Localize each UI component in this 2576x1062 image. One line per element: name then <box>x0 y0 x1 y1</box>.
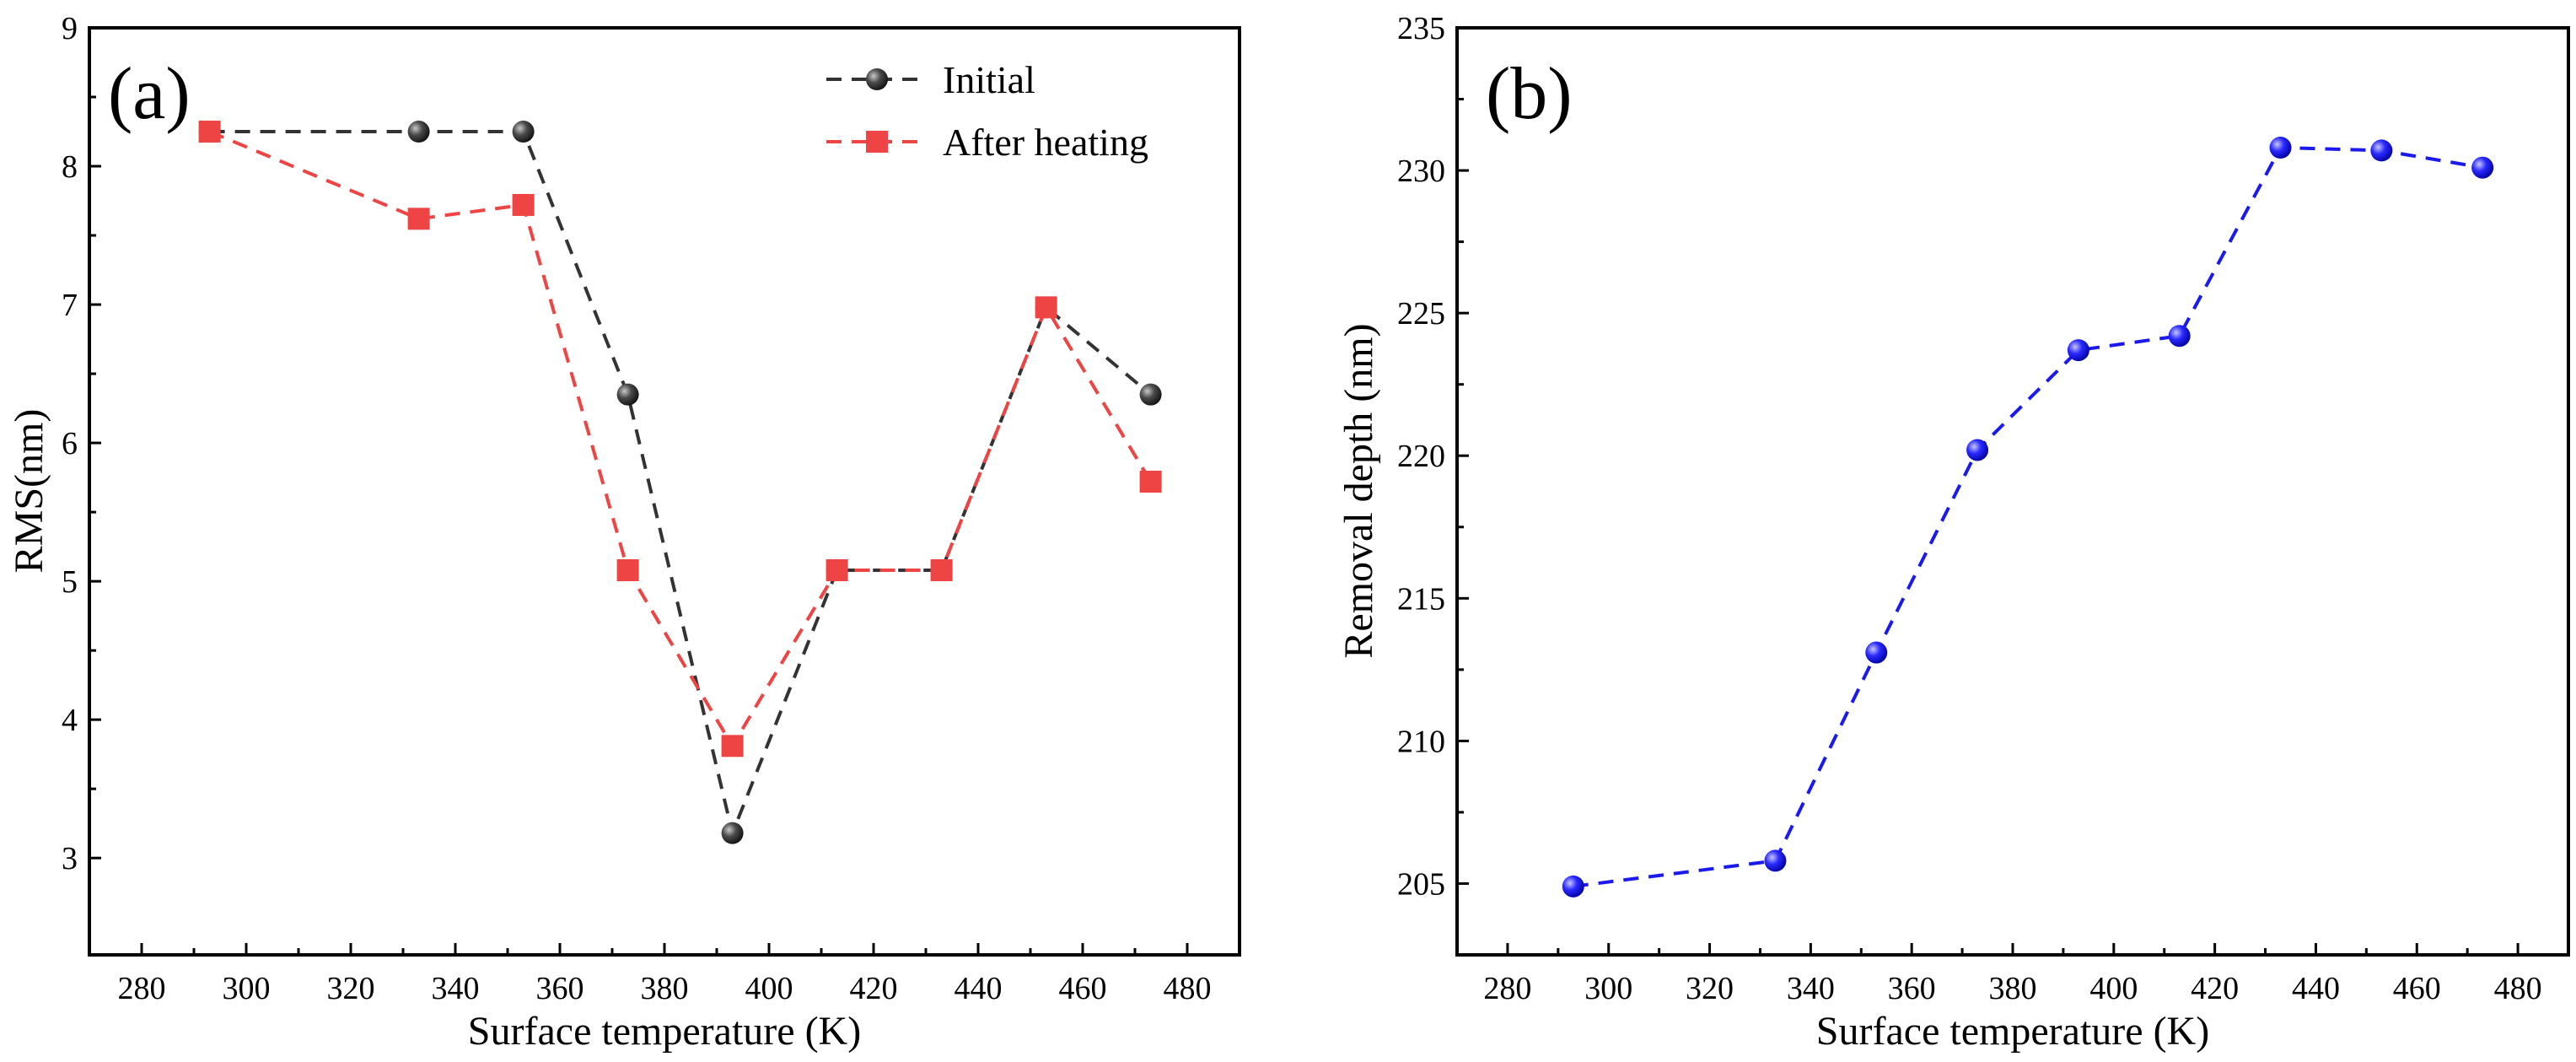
panel-b-series-0-point <box>2269 137 2292 159</box>
panel-b-series-0-point <box>1764 849 1787 872</box>
panel-a-series-1-point <box>1139 471 1162 493</box>
panel-a-series-1-point <box>930 558 953 581</box>
panel-b-x-tick-label: 340 <box>1787 971 1835 1006</box>
chart-panel-b: 280 300 320 340 360 380 400 420 440 460 480 205 210 2… <box>1336 11 2570 1054</box>
panel-b-series-0-point <box>2067 339 2089 362</box>
panel-b-x-tick-label: 400 <box>2089 971 2138 1006</box>
panel-a-x-tick-label: 300 <box>223 971 271 1006</box>
panel-a-x-tick-label: 320 <box>327 971 375 1006</box>
panel-b-series-0-point <box>1865 641 1888 664</box>
panel-a-series-1-point <box>198 121 221 143</box>
panel-a-axes: 280 300 320 340 360 380 400 420 440 460 480 3 4 5 6 7 8 9 <box>62 11 1212 1006</box>
panel-b-x-tick-label: 320 <box>1686 971 1734 1006</box>
panel-a-series-0-point <box>721 822 744 844</box>
panel-b-x-tick-label: 300 <box>1584 971 1632 1006</box>
panel-a-y-tick-label: 9 <box>62 11 78 46</box>
panel-b-plot-frame <box>1455 26 2570 957</box>
panel-b-y-axis-title: Removal depth (nm) <box>1336 323 1381 658</box>
panel-b-series-0-point <box>2168 325 2191 348</box>
panel-b-x-tick-label: 420 <box>2191 971 2239 1006</box>
panel-a-series-0-line <box>209 130 1152 839</box>
panel-a-x-tick-label: 340 <box>432 971 480 1006</box>
panel-a-x-tick-label: 360 <box>536 971 584 1006</box>
panel-b-series-0-point <box>2471 156 2494 179</box>
legend-initial-label: Initial <box>943 58 1035 101</box>
panel-a-series-1-point <box>407 208 430 230</box>
panel-a-y-tick-label: 4 <box>62 703 78 738</box>
legend-after-heating-marker <box>866 131 888 153</box>
panel-a-y-tick-label: 6 <box>62 426 78 461</box>
panel-b-y-tick-label: 225 <box>1397 296 1445 332</box>
panel-a-label: (a) <box>108 53 191 135</box>
panel-b-x-tick-label: 280 <box>1483 971 1531 1006</box>
panel-b-x-tick-label: 360 <box>1888 971 1936 1006</box>
panel-a-x-tick-label: 400 <box>745 971 793 1006</box>
panel-b-series-0-point <box>2370 139 2393 162</box>
panel-b-y-tick-label: 220 <box>1397 439 1445 474</box>
panel-b-x-tick-label: 460 <box>2393 971 2441 1006</box>
panel-a-series-0-point <box>1139 383 1162 406</box>
panel-a-series-1-point <box>1035 296 1057 319</box>
panel-a-y-tick-label: 7 <box>62 288 78 323</box>
panel-a-series <box>198 121 1162 844</box>
panel-a-x-tick-label: 480 <box>1164 971 1212 1006</box>
panel-a-series-1-point <box>721 735 744 757</box>
legend-initial-marker <box>866 68 888 90</box>
panel-a-x-tick-label: 440 <box>955 971 1003 1006</box>
panel-a-y-tick-label: 8 <box>62 149 78 185</box>
chart-panel-a: 280 300 320 340 360 380 400 420 440 460 480 3 4 5 6 7 8 9… <box>7 11 1241 1054</box>
panel-a-y-tick-label: 3 <box>62 841 78 876</box>
panel-a-x-tick-label: 380 <box>641 971 689 1006</box>
panel-b-y-tick-label: 210 <box>1397 724 1445 759</box>
panel-a-plot-frame <box>88 26 1241 957</box>
panel-b-y-tick-label: 230 <box>1397 154 1445 189</box>
panel-b-x-tick-label: 380 <box>1989 971 2037 1006</box>
panel-b-series <box>1562 137 2494 898</box>
panel-a-series-1-point <box>826 558 848 581</box>
panel-b-x-tick-label: 440 <box>2292 971 2340 1006</box>
panel-a-series-1-line <box>208 130 1153 750</box>
panel-b-label: (b) <box>1486 53 1573 135</box>
panel-a-series-0-point <box>616 383 639 406</box>
panel-a-x-tick-label: 280 <box>118 971 166 1006</box>
panel-b-y-tick-label: 205 <box>1397 866 1445 902</box>
panel-b-series-0-point <box>1562 875 1584 898</box>
panel-b-y-tick-label: 215 <box>1397 581 1445 617</box>
panel-a-x-axis-title: Surface temperature (K) <box>468 1009 861 1054</box>
panel-b-series-0-line <box>1573 145 2483 888</box>
panel-a-series-1-point <box>512 193 535 216</box>
panel-a-series-0-point <box>407 121 430 143</box>
panel-a-series-0-point <box>512 121 535 143</box>
legend-after-heating-label: After heating <box>943 121 1148 164</box>
panel-b-x-tick-label: 480 <box>2494 971 2542 1006</box>
panel-a-x-tick-label: 420 <box>850 971 898 1006</box>
panel-a-y-axis-title: RMS(nm) <box>7 409 51 574</box>
panel-b-series-0-point <box>1966 439 1989 461</box>
panel-b-axes: 280 300 320 340 360 380 400 420 440 460 480 205 210 2… <box>1397 11 2542 1006</box>
panel-a-series-1-point <box>616 558 639 581</box>
panel-b-x-axis-title: Surface temperature (K) <box>1816 1009 2209 1054</box>
panel-a-legend: Initial After heating <box>826 58 1148 164</box>
panel-a-y-tick-label: 5 <box>62 564 78 600</box>
panel-b-y-tick-label: 235 <box>1397 11 1445 46</box>
panel-a-x-tick-label: 460 <box>1059 971 1107 1006</box>
